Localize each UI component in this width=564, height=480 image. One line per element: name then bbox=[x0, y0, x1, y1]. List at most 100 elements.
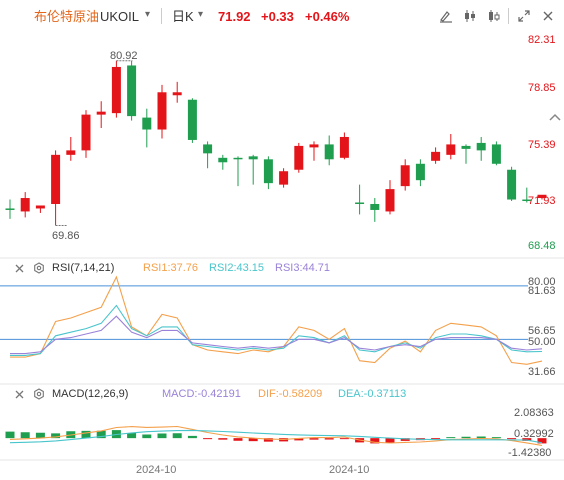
close-icon bbox=[15, 390, 24, 399]
candle-body bbox=[142, 117, 152, 130]
rsi-axis-label: 80.00 bbox=[528, 276, 556, 288]
rsi-axis-label: 56.65 bbox=[528, 325, 556, 337]
macd-histogram-bar bbox=[81, 430, 91, 439]
candle-body bbox=[218, 157, 228, 163]
macd-histogram-bar bbox=[476, 436, 486, 439]
close-icon bbox=[543, 11, 553, 21]
draw-tool-button[interactable] bbox=[434, 5, 458, 27]
candle-body bbox=[537, 194, 547, 199]
macd-settings-button[interactable] bbox=[33, 387, 45, 405]
macd-histogram-bar bbox=[370, 438, 380, 444]
period-selector[interactable]: 日K bbox=[172, 9, 194, 24]
candle-body bbox=[35, 205, 45, 209]
candle-body bbox=[5, 208, 15, 210]
macd-axis-label: 2.08363 bbox=[514, 407, 554, 419]
candle-body bbox=[385, 189, 395, 212]
macd-histogram-bar bbox=[157, 433, 167, 439]
candle-body bbox=[51, 154, 61, 204]
candle-body bbox=[339, 136, 349, 158]
chevron-down-icon[interactable]: ▾ bbox=[145, 9, 151, 20]
close-button[interactable] bbox=[536, 5, 560, 27]
candle-body bbox=[172, 92, 182, 96]
high-price-label: 80.92 bbox=[110, 50, 138, 62]
macd-histogram-bar bbox=[324, 438, 334, 440]
candle-body bbox=[81, 114, 91, 151]
macd-histogram-bar bbox=[491, 437, 501, 439]
rsi1-value: RSI1:37.76 bbox=[143, 262, 199, 274]
header-divider bbox=[161, 8, 162, 24]
candle-body bbox=[491, 144, 501, 164]
price-axis-label: 71.93 bbox=[528, 195, 556, 207]
candle-body bbox=[507, 169, 517, 200]
chart-header: 布伦特原油 UKOIL ▾ 日K ▾ 71.92 +0.33 +0.46% bbox=[0, 0, 564, 34]
symbol-selector[interactable]: UKOIL bbox=[100, 9, 140, 24]
price-change-percent: +0.46% bbox=[305, 9, 350, 24]
candle-body bbox=[476, 142, 486, 151]
expand-icon bbox=[518, 10, 530, 22]
indicator-tool-button[interactable] bbox=[458, 5, 482, 27]
candle-body bbox=[263, 159, 273, 184]
macd-histogram-bar bbox=[96, 430, 106, 439]
macd-histogram-bar bbox=[263, 438, 273, 442]
candle-body bbox=[96, 111, 106, 115]
gear-icon bbox=[34, 262, 44, 274]
candle-body bbox=[400, 165, 410, 187]
rsi-settings-button[interactable] bbox=[33, 261, 45, 279]
macd-histogram-bar bbox=[507, 438, 517, 440]
last-price: 71.92 bbox=[218, 9, 251, 24]
fullscreen-button[interactable] bbox=[512, 5, 536, 27]
candle-body bbox=[187, 99, 197, 140]
macd-histogram-bar bbox=[5, 431, 15, 439]
chevron-down-icon[interactable]: ▾ bbox=[198, 9, 204, 20]
macd-histogram-bar bbox=[522, 438, 532, 441]
rsi3-value: RSI3:44.71 bbox=[275, 262, 331, 274]
macd-histogram-bar bbox=[218, 438, 228, 440]
dea-line bbox=[9, 429, 543, 444]
macd-axis-label: -1.42380 bbox=[508, 447, 552, 459]
price-axis-label: 82.31 bbox=[528, 34, 556, 46]
macd-histogram-bar bbox=[51, 433, 61, 439]
candle-body bbox=[461, 145, 471, 149]
candle-body bbox=[20, 198, 30, 212]
macd-header: MACD(12,26,9) MACD:-0.42191 DIF:-0.58209… bbox=[0, 386, 520, 402]
dif-value: DIF:-0.58209 bbox=[258, 388, 323, 400]
candlestick-icon bbox=[465, 10, 475, 22]
macd-histogram-bar bbox=[233, 438, 243, 441]
toolbar-divider bbox=[508, 8, 509, 24]
macd-histogram-bar bbox=[339, 438, 349, 440]
low-price-label: 69.86 bbox=[52, 230, 80, 242]
macd-close-button[interactable] bbox=[14, 387, 25, 405]
macd-title: MACD(12,26,9) bbox=[52, 388, 129, 400]
candle-body bbox=[127, 65, 137, 117]
macd-histogram-bar bbox=[20, 432, 30, 439]
macd-axis-label: 0.32992 bbox=[514, 428, 554, 440]
candle-body bbox=[279, 171, 289, 185]
close-icon bbox=[15, 264, 24, 273]
collapse-panel-button[interactable] bbox=[546, 108, 564, 126]
rsi-close-button[interactable] bbox=[14, 261, 25, 279]
macd-histogram-bar bbox=[431, 438, 441, 440]
candle-body bbox=[157, 92, 167, 130]
macd-histogram-bar bbox=[187, 435, 197, 439]
candle-body bbox=[431, 151, 441, 161]
rsi1-line bbox=[10, 275, 543, 365]
candle-body bbox=[324, 144, 334, 160]
macd-histogram-bar bbox=[127, 432, 137, 439]
instrument-name: 布伦特原油 bbox=[34, 9, 100, 24]
dea-value: DEA:-0.37113 bbox=[338, 388, 407, 400]
rsi-header: RSI(7,14,21) RSI1:37.76 RSI2:43.15 RSI3:… bbox=[0, 260, 520, 276]
rsi2-line bbox=[10, 304, 543, 356]
macd-histogram-bar bbox=[446, 437, 456, 439]
compare-tool-button[interactable] bbox=[482, 5, 506, 27]
candle-body bbox=[309, 144, 319, 148]
candle-body bbox=[66, 150, 76, 155]
macd-histogram-bar bbox=[35, 432, 45, 439]
candle-body bbox=[370, 203, 380, 210]
macd-histogram-bar bbox=[248, 438, 258, 442]
candle-body bbox=[355, 202, 365, 204]
chevron-up-icon bbox=[549, 113, 561, 121]
rsi-axis-label: 81.63 bbox=[528, 285, 556, 297]
candle-body bbox=[111, 66, 121, 114]
compare-icon bbox=[489, 10, 500, 22]
